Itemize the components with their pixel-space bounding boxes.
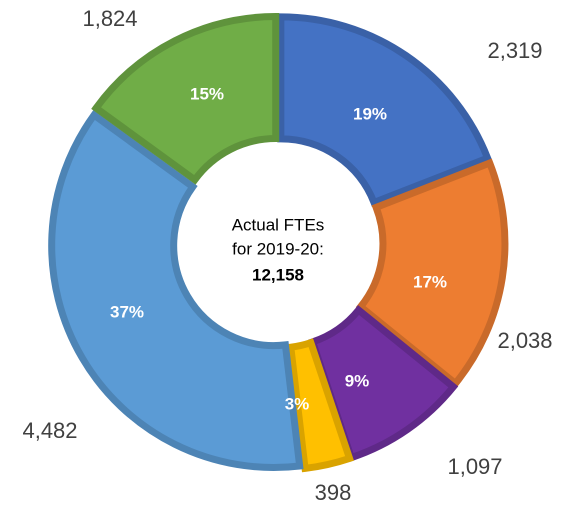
value-label: 2,319 xyxy=(487,38,542,63)
percent-label: 37% xyxy=(110,302,144,321)
value-label: 398 xyxy=(315,480,352,505)
center-total: 12,158 xyxy=(252,265,304,284)
percent-label: 17% xyxy=(413,272,447,291)
percent-label: 9% xyxy=(345,371,370,390)
value-label: 1,097 xyxy=(447,454,502,479)
percent-label: 15% xyxy=(190,84,224,103)
donut-slice xyxy=(48,110,304,472)
donut-slice xyxy=(355,158,509,389)
donut-slice xyxy=(277,13,493,208)
center-text: for 2019-20: xyxy=(232,239,324,258)
percent-label: 3% xyxy=(285,394,310,413)
value-label: 4,482 xyxy=(22,418,77,443)
percent-label: 19% xyxy=(353,104,387,123)
donut-slice xyxy=(91,13,280,185)
center-text: Actual FTEs xyxy=(232,215,325,234)
value-label: 2,038 xyxy=(497,328,552,353)
donut-slice xyxy=(286,338,354,473)
value-label: 1,824 xyxy=(82,6,137,31)
